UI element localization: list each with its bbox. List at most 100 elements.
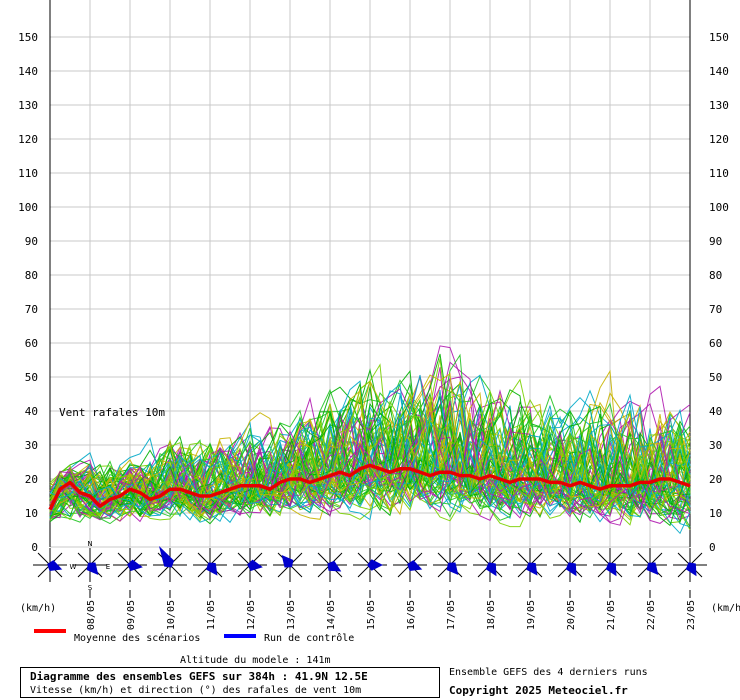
- wind-rose: [473, 548, 507, 582]
- y-tick-label-left: 80: [25, 269, 38, 282]
- wind-direction-arrow: [327, 560, 342, 572]
- wind-direction-arrow: [407, 560, 423, 571]
- y-tick-label-right: 80: [709, 269, 722, 282]
- compass-label: S: [88, 584, 93, 592]
- wind-direction-arrow: [159, 545, 175, 568]
- wind-direction-arrow: [206, 562, 218, 576]
- x-tick-label: 10/05: [166, 600, 177, 630]
- chart-subtitle: Vitesse (km/h) et direction (°) des rafa…: [30, 685, 362, 696]
- y-tick-label-right: 140: [709, 65, 729, 78]
- x-tick-label: 12/05: [246, 600, 257, 630]
- wind-rose: [593, 548, 627, 582]
- wind-direction-arrow: [485, 562, 497, 577]
- wind-rose: [393, 548, 427, 582]
- run-info-label: Ensemble GEFS des 4 derniers runs: [449, 667, 648, 678]
- wind-direction-arrow: [47, 560, 63, 571]
- wind-direction-arrow: [446, 562, 459, 575]
- ensemble-member-line: [49, 368, 691, 512]
- x-tick-label: 20/05: [566, 600, 577, 630]
- copyright-label: Copyright 2025 Meteociel.fr: [449, 684, 628, 697]
- mean-series-line: [48, 463, 691, 511]
- y-tick-label-right: 10: [709, 507, 722, 520]
- wind-rose: [633, 548, 667, 582]
- altitude-label: Altitude du modele : 141m: [180, 655, 331, 666]
- wind-rose: [313, 548, 347, 582]
- wind-direction-arrow: [367, 559, 383, 571]
- x-tick-label: 14/05: [326, 600, 337, 630]
- mean-series-group: [48, 463, 691, 511]
- wind-direction-arrow: [685, 562, 697, 577]
- x-tick-label: 09/05: [126, 600, 137, 630]
- wind-rose: [33, 548, 67, 582]
- y-tick-label-right: 130: [709, 99, 729, 112]
- wind-direction-arrow: [565, 562, 577, 577]
- y-tick-label-left: 120: [18, 133, 38, 146]
- y-tick-label-right: 20: [709, 473, 722, 486]
- wind-rose: [513, 548, 547, 582]
- ensemble-member-line: [49, 398, 691, 525]
- compass-label: E: [106, 563, 110, 571]
- y-tick-label-right: 90: [709, 235, 722, 248]
- y-tick-label-right: 120: [709, 133, 729, 146]
- legend-label-mean: Moyenne des scénarios: [74, 632, 200, 644]
- wind-direction-arrow: [646, 562, 659, 575]
- chart-title: Diagramme des ensembles GEFS sur 384h : …: [30, 670, 368, 683]
- wind-direction-arrow: [281, 555, 294, 568]
- wind-rose: [233, 548, 267, 582]
- wind-direction-arrow: [86, 562, 99, 575]
- x-tick-label: 21/05: [606, 600, 617, 630]
- wind-rose: [273, 548, 307, 582]
- wind-rose: [673, 548, 707, 582]
- x-tick-label: 22/05: [646, 600, 657, 630]
- wind-rose: [353, 548, 387, 582]
- y-tick-label-right: 100: [709, 201, 729, 214]
- info-box: Diagramme des ensembles GEFS sur 384h : …: [20, 667, 440, 698]
- y-tick-label-left: 100: [18, 201, 38, 214]
- y-tick-label-left: 40: [25, 405, 38, 418]
- wind-direction-arrow: [247, 559, 263, 571]
- x-tick-label: 13/05: [286, 600, 297, 630]
- unit-right-label: (km/h): [711, 603, 740, 614]
- ensemble-member-line: [49, 400, 691, 526]
- unit-left-label: (km/h): [20, 603, 56, 614]
- x-tick-label: 15/05: [366, 600, 377, 630]
- chart-annotation: Vent rafales 10m: [59, 406, 165, 419]
- y-tick-label-left: 20: [25, 473, 38, 486]
- y-tick-label-left: 150: [18, 31, 38, 44]
- wind-rose: N S W E: [70, 540, 111, 592]
- y-tick-label-left: 140: [18, 65, 38, 78]
- y-tick-label-right: 40: [709, 405, 722, 418]
- x-tick-label: 16/05: [406, 600, 417, 630]
- y-tick-label-left: 0: [31, 541, 38, 554]
- y-tick-label-right: 150: [709, 31, 729, 44]
- ensemble-series-group: [49, 345, 691, 535]
- wind-rose: [433, 548, 467, 582]
- ensemble-member-line: [49, 412, 691, 524]
- wind-rose: [113, 548, 147, 582]
- y-tick-label-left: 110: [18, 167, 38, 180]
- legend: Moyenne des scénarios Run de contrôle: [34, 629, 354, 644]
- wind-rose-row: N S W E: [33, 540, 707, 592]
- ensemble-member-line: [49, 417, 691, 519]
- y-tick-label-right: 50: [709, 371, 722, 384]
- compass-label: W: [70, 563, 77, 571]
- compass-label: N: [87, 540, 92, 548]
- wind-rose: [553, 548, 587, 582]
- ensemble-member-line: [49, 395, 691, 521]
- y-axis-left: 0 10 20 30 40 50 60 70 80 90 100 110 120 130 140 150: [18, 31, 38, 554]
- wind-direction-arrow: [605, 562, 617, 577]
- x-tick-label: 18/05: [486, 600, 497, 630]
- wind-rose: [153, 545, 187, 582]
- x-tick-label: 17/05: [446, 600, 457, 630]
- y-tick-label-right: 30: [709, 439, 722, 452]
- ensemble-member-line: [49, 407, 691, 528]
- ensemble-member-line: [49, 374, 691, 511]
- y-tick-label-left: 10: [25, 507, 38, 520]
- y-tick-label-left: 50: [25, 371, 38, 384]
- y-tick-label-left: 60: [25, 337, 38, 350]
- wind-direction-arrow: [526, 562, 538, 576]
- y-tick-label-left: 90: [25, 235, 38, 248]
- y-tick-label-right: 0: [709, 541, 716, 554]
- y-tick-label-right: 110: [709, 167, 729, 180]
